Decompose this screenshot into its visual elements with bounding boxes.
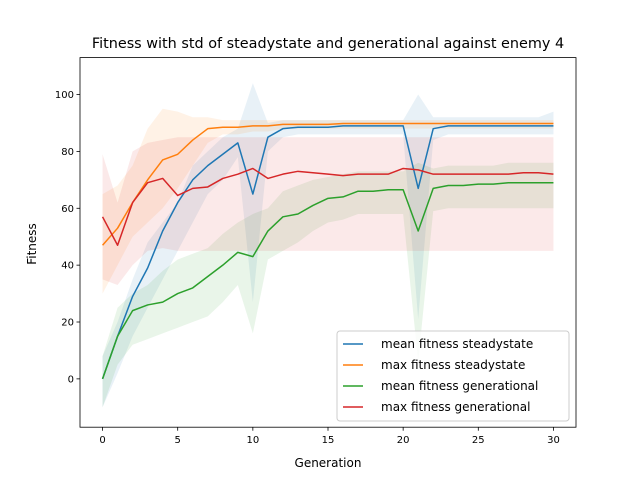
legend-label-1: mean fitness steadystate	[381, 337, 533, 351]
chart-legend: mean fitness steadystate max fitness stea…	[336, 330, 570, 422]
std-band-series-1	[102, 83, 554, 408]
y-tick-label: 100	[55, 90, 74, 101]
chart-title: Fitness with std of steadystate and gene…	[92, 36, 564, 52]
legend-label-4: max fitness generational	[381, 400, 530, 414]
series-line-2	[101, 122, 554, 246]
x-axis-ticks: 0 5 10 15 20 25 30	[99, 427, 560, 446]
legend-label-3: mean fitness generational	[381, 379, 538, 393]
x-axis-label: Generation	[295, 456, 362, 470]
series-lines	[101, 122, 554, 380]
legend-label-2: max fitness steadystate	[381, 358, 525, 372]
x-tick-label: 5	[175, 435, 181, 446]
y-tick-label: 20	[61, 318, 74, 329]
x-tick-label: 25	[472, 435, 485, 446]
std-band-series-2	[102, 108, 554, 294]
x-tick-label: 30	[547, 435, 560, 446]
y-axis-label: Fitness	[25, 223, 39, 265]
y-tick-label: 0	[68, 374, 74, 385]
y-tick-label: 40	[61, 261, 74, 272]
x-tick-label: 10	[246, 435, 259, 446]
series-line-1	[101, 125, 554, 380]
series-line-4	[101, 167, 554, 246]
y-tick-label: 80	[61, 147, 74, 158]
series-line-3	[101, 181, 554, 380]
legend-box	[336, 330, 570, 422]
y-tick-label: 60	[61, 204, 74, 215]
y-axis-ticks: 0 20 40 60 80 100	[55, 90, 80, 385]
std-band-series-3	[102, 162, 554, 408]
x-tick-label: 15	[322, 435, 335, 446]
x-tick-label: 0	[99, 435, 105, 446]
x-tick-label: 20	[397, 435, 410, 446]
